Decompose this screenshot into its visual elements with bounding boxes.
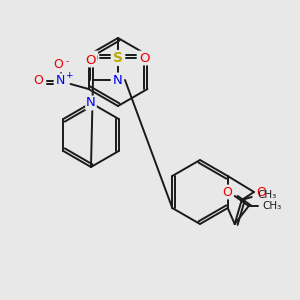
Text: N: N (56, 74, 65, 88)
Text: S: S (113, 51, 123, 65)
Text: O: O (222, 185, 232, 199)
Text: CH₃: CH₃ (258, 190, 277, 200)
Text: +: + (65, 71, 72, 80)
Text: N: N (86, 97, 96, 110)
Text: O: O (256, 185, 266, 199)
Text: N: N (113, 74, 123, 86)
Text: O: O (139, 52, 149, 64)
Text: O: O (34, 74, 44, 88)
Text: -: - (66, 58, 69, 67)
Text: O: O (87, 52, 97, 64)
Text: O: O (54, 58, 64, 71)
Text: CH₃: CH₃ (263, 201, 282, 211)
Text: O: O (86, 53, 96, 67)
